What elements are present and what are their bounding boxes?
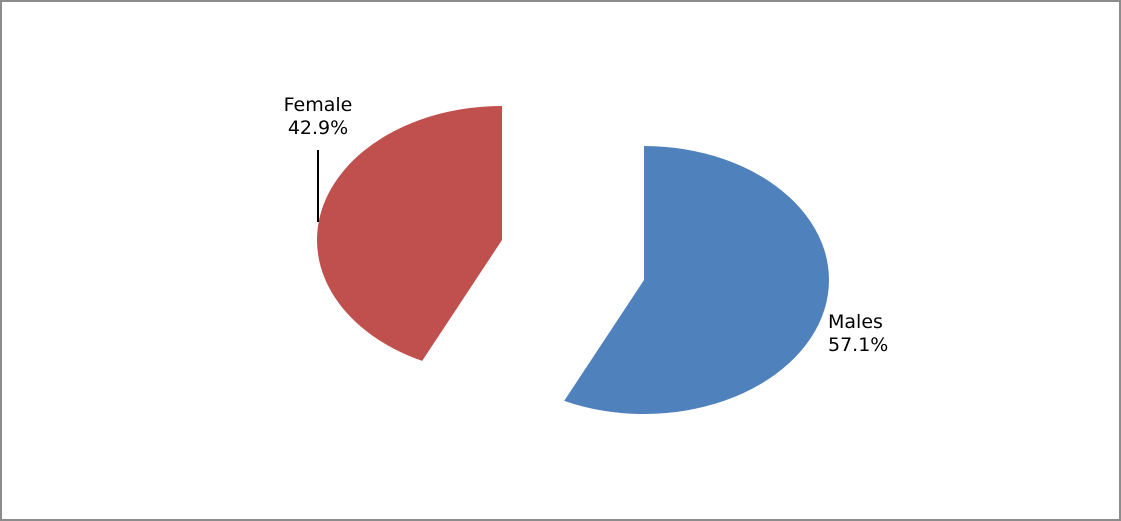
data-label-female: Female 42.9% bbox=[284, 94, 353, 139]
pie-slice-female bbox=[316, 106, 502, 361]
data-label-value: 57.1% bbox=[828, 334, 888, 356]
data-label-value: 42.9% bbox=[288, 117, 348, 139]
data-label-name: Female bbox=[284, 94, 353, 116]
data-label-name: Males bbox=[828, 311, 883, 333]
pie-slice-males bbox=[564, 146, 829, 414]
data-label-males: Males 57.1% bbox=[828, 311, 888, 356]
